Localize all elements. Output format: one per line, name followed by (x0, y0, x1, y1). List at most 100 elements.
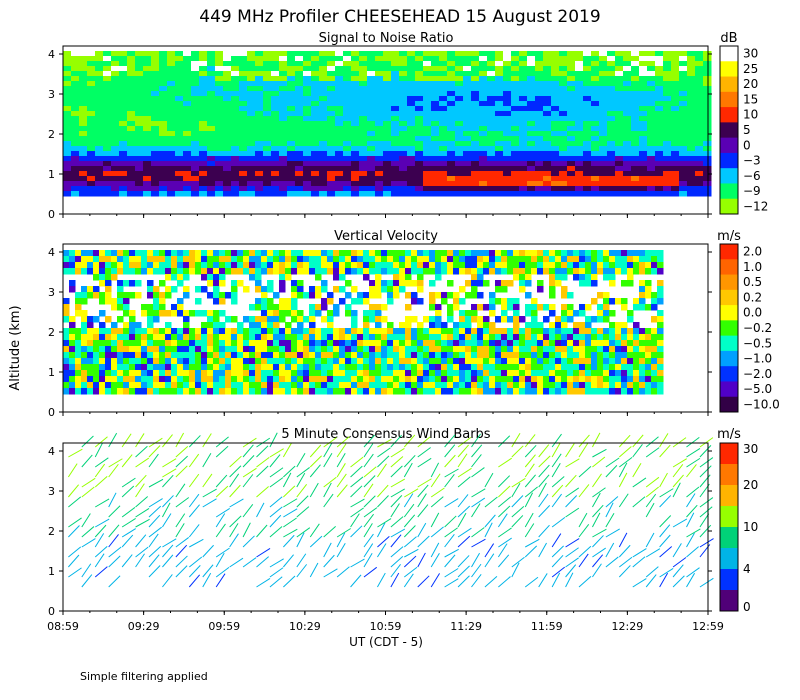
snr-cell (583, 91, 592, 97)
snr-cell (79, 126, 88, 132)
vv-cell (219, 322, 226, 329)
snr-cell (111, 126, 120, 132)
vv-cell (321, 346, 328, 353)
snr-cell (295, 186, 304, 192)
vv-cell (315, 274, 322, 281)
vv-cell (651, 388, 658, 395)
vv-cell (219, 334, 226, 341)
vv-cell (321, 328, 328, 335)
snr-cell (159, 111, 168, 117)
snr-cell (279, 56, 288, 62)
snr-cell (687, 151, 696, 157)
snr-cell (623, 176, 632, 182)
snr-cell (319, 81, 328, 87)
wind-barb (188, 453, 200, 468)
snr-cell (567, 146, 576, 152)
wind-barb (336, 463, 346, 478)
wind-barb (672, 543, 682, 558)
snr-cell (103, 126, 112, 132)
snr-cell (519, 81, 528, 87)
snr-cell (695, 171, 704, 177)
snr-cell (503, 51, 512, 57)
wind-barb (699, 506, 713, 518)
snr-cell (151, 81, 160, 87)
snr-cell (583, 121, 592, 127)
snr-cell (167, 106, 176, 112)
snr-cell (415, 176, 424, 182)
vv-cell (351, 334, 358, 341)
snr-cell (183, 191, 192, 197)
wind-barb (175, 555, 188, 568)
snr-cell (487, 106, 496, 112)
vv-cell (135, 376, 142, 383)
snr-cell (631, 86, 640, 92)
snr-cell (223, 61, 232, 67)
snr-cell (527, 136, 536, 142)
vv-cell (171, 346, 178, 353)
vv-cell (369, 304, 376, 311)
vv-cell (579, 340, 586, 347)
snr-cell (159, 156, 168, 162)
snr-cell (215, 106, 224, 112)
snr-cell (103, 56, 112, 62)
vv-cell (495, 250, 502, 257)
vv-cell (291, 310, 298, 317)
snr-cell (527, 96, 536, 102)
snr-cell (87, 121, 96, 127)
wind-barb (618, 565, 631, 578)
vv-cell (267, 334, 274, 341)
snr-cell (151, 86, 160, 92)
snr-cell (415, 76, 424, 82)
snr-cell (135, 181, 144, 187)
snr-cell (143, 66, 152, 72)
snr-cell (455, 101, 464, 107)
vv-cell (489, 358, 496, 365)
snr-cell (87, 111, 96, 117)
snr-cell (271, 116, 280, 122)
vv-cell (579, 280, 586, 287)
snr-cell (135, 56, 144, 62)
vv-cell (105, 334, 112, 341)
snr-cell (79, 76, 88, 82)
vv-cell (573, 376, 580, 383)
vv-cell (543, 328, 550, 335)
snr-cell (175, 101, 184, 107)
snr-cell (503, 121, 512, 127)
vv-cell (585, 316, 592, 323)
vv-cell (615, 358, 622, 365)
snr-cell (463, 86, 472, 92)
snr-cell (383, 181, 392, 187)
snr-cell (79, 131, 88, 137)
snr-cell (463, 111, 472, 117)
snr-cell (503, 101, 512, 107)
snr-cell (631, 116, 640, 122)
snr-cell (303, 76, 312, 82)
vv-cell (111, 328, 118, 335)
snr-cell (463, 186, 472, 192)
vv-cell (273, 358, 280, 365)
snr-cell (207, 61, 216, 67)
colorbar-tick-label: 1.0 (743, 260, 762, 274)
snr-cell (311, 161, 320, 167)
snr-cell (535, 76, 544, 82)
snr-cell (447, 91, 456, 97)
snr-cell (535, 101, 544, 107)
snr-cell (543, 106, 552, 112)
vv-cell (519, 250, 526, 257)
snr-cell (439, 171, 448, 177)
vv-cell (597, 292, 604, 299)
vv-cell (657, 334, 664, 341)
vv-cell (381, 346, 388, 353)
snr-cell (367, 101, 376, 107)
snr-cell (399, 56, 408, 62)
vv-cell (525, 346, 532, 353)
vv-cell (249, 370, 256, 377)
snr-cell (535, 86, 544, 92)
vv-cell (393, 382, 400, 389)
snr-cell (599, 51, 608, 57)
vv-cell (453, 328, 460, 335)
snr-cell (207, 151, 216, 157)
vv-cell (495, 364, 502, 371)
snr-cell (415, 86, 424, 92)
snr-cell (695, 131, 704, 137)
